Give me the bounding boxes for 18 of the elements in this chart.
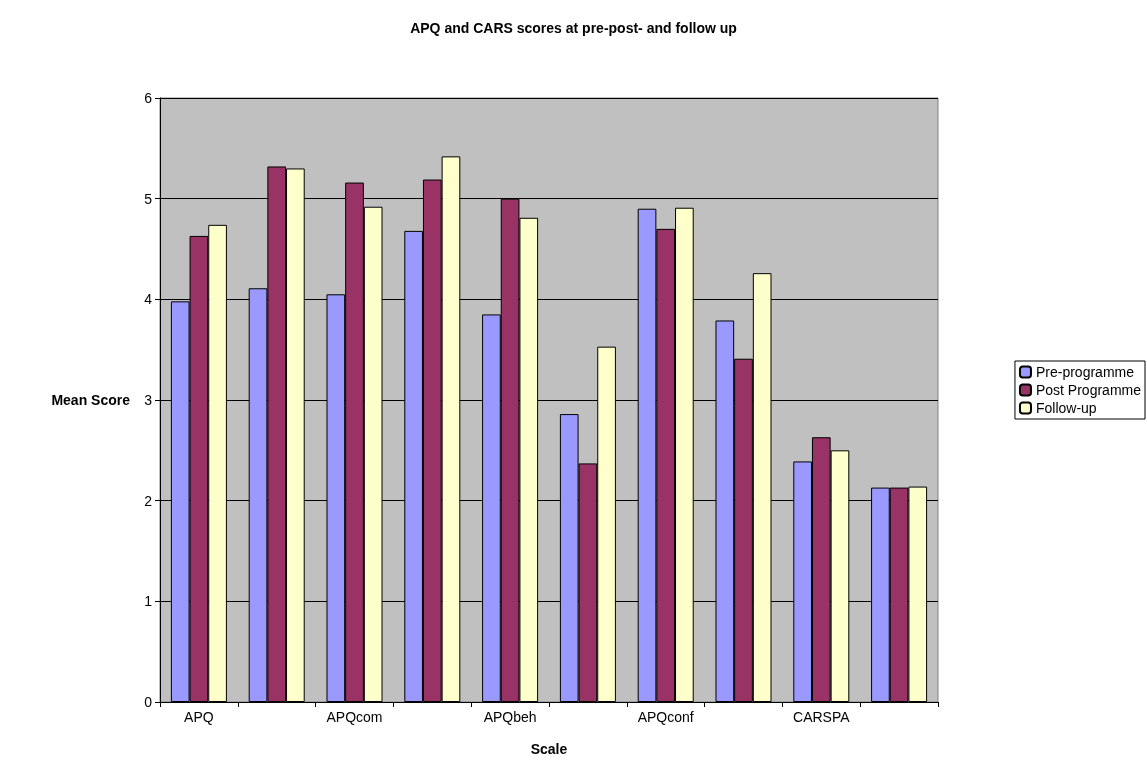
x-tick-label: CARSPA [793,709,851,725]
y-tick-label: 4 [144,291,153,308]
y-tick-label: 6 [144,90,153,106]
y-tick-label: 2 [144,492,153,509]
legend-label: Follow-up [1035,400,1097,416]
x-axis-title: Scale [530,741,568,757]
x-tick-label: APQcom [326,709,383,725]
y-tick-label: 3 [144,392,153,408]
y-tick-label: 0 [144,694,153,710]
x-tick-label: APQconf [637,709,694,725]
x-tick-label: APQbeh [483,709,537,725]
legend-label: Pre-programme [1035,364,1135,380]
y-tick-label: 5 [144,190,153,207]
x-tick-label: APQ [184,709,214,725]
y-tick-label: 1 [144,593,153,610]
legend-label: Post Programme [1035,382,1142,398]
chart-title: APQ and CARS scores at pre-post- and follow up [410,20,737,36]
y-axis-title: Mean Score [51,392,131,408]
